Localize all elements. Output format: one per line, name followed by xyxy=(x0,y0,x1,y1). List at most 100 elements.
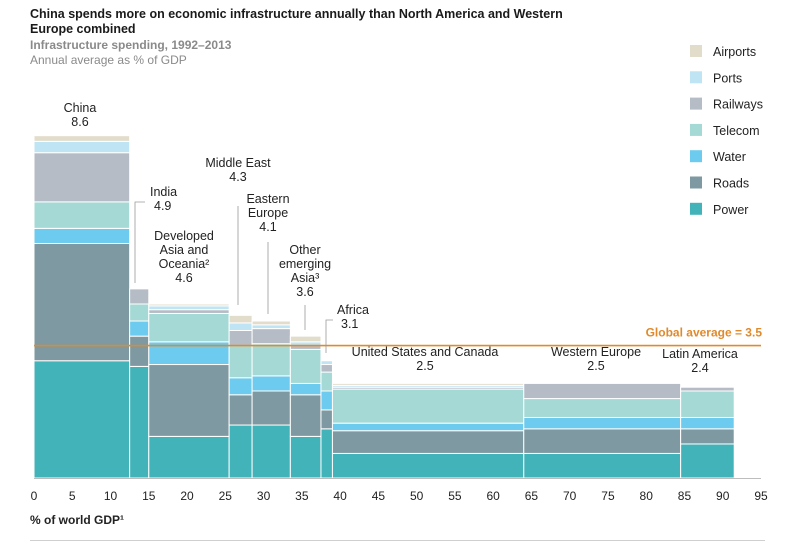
bars-layer xyxy=(33,135,735,479)
legend-swatch xyxy=(690,176,702,189)
x-tick-label: 5 xyxy=(69,489,76,503)
segment-telecom-china xyxy=(33,201,131,229)
segment-water-latin-america xyxy=(680,416,735,430)
segment-power-latin-america xyxy=(680,443,735,479)
segment-airports-eastern-europe xyxy=(251,320,291,326)
region-bar-western-europe xyxy=(523,382,682,479)
segment-railways-africa xyxy=(320,364,333,373)
label-leader-line xyxy=(134,201,145,283)
region-name-label: emerging xyxy=(279,257,331,271)
x-tick-label: 85 xyxy=(678,489,692,503)
legend-item-telecom: Telecom xyxy=(690,124,760,138)
segment-roads-other-emerging-asia xyxy=(289,394,322,437)
region-bar-india xyxy=(129,288,150,479)
segment-power-other-emerging-asia xyxy=(289,435,322,479)
region-bar-eastern-europe xyxy=(251,320,291,479)
region-total-label: 8.6 xyxy=(71,115,88,129)
x-tick-label: 50 xyxy=(410,489,424,503)
region-total-label: 4.3 xyxy=(229,170,246,184)
segment-railways-china xyxy=(33,152,131,203)
segment-airports-other-emerging-asia xyxy=(289,335,322,343)
x-tick-label: 55 xyxy=(448,489,462,503)
region-total-label: 4.6 xyxy=(175,271,192,285)
segment-ports-africa xyxy=(320,360,333,366)
segment-railways-india xyxy=(129,288,150,305)
x-tick-label: 65 xyxy=(525,489,539,503)
legend-swatch xyxy=(690,45,702,57)
region-total-label: 3.1 xyxy=(341,317,358,331)
segment-water-united-states-and-canada xyxy=(331,422,525,432)
segment-water-china xyxy=(33,227,131,244)
x-tick-label: 90 xyxy=(716,489,730,503)
region-bar-africa xyxy=(320,360,333,479)
x-tick-label: 35 xyxy=(295,489,309,503)
region-name-label: Asia³ xyxy=(291,271,319,285)
chart-title: China spends more on economic infrastruc… xyxy=(30,7,563,36)
segment-ports-middle-east xyxy=(228,322,253,331)
region-bar-middle-east xyxy=(228,314,253,479)
legend-label: Telecom xyxy=(713,124,760,138)
segment-railways-latin-america xyxy=(680,386,735,392)
x-tick-label: 95 xyxy=(754,489,768,503)
region-bar-united-states-and-canada xyxy=(331,382,525,479)
x-tick-label: 30 xyxy=(257,489,271,503)
region-name-label: Middle East xyxy=(205,156,271,170)
segment-airports-united-states-and-canada xyxy=(331,382,525,386)
x-tick-label: 70 xyxy=(563,489,577,503)
segment-power-china xyxy=(33,360,131,479)
legend: Airports Ports Railways Telecom Water Roads Po… xyxy=(690,45,763,217)
legend-swatch xyxy=(690,97,702,110)
segment-power-western-europe xyxy=(523,452,682,479)
segment-roads-eastern-europe xyxy=(251,390,291,426)
segment-telecom-eastern-europe xyxy=(251,343,291,377)
region-name-label: Western Europe xyxy=(551,345,641,359)
region-name-label: Europe xyxy=(248,206,288,220)
segment-airports-middle-east xyxy=(228,314,253,324)
segment-power-eastern-europe xyxy=(251,424,291,479)
segment-airports-developed-asia-and-oceania xyxy=(148,303,230,307)
legend-swatch xyxy=(690,71,702,84)
x-tick-label: 80 xyxy=(640,489,654,503)
segment-water-india xyxy=(129,320,150,337)
segment-railways-developed-asia-and-oceania xyxy=(148,309,230,314)
legend-item-ports: Ports xyxy=(690,71,742,85)
region-bar-china xyxy=(33,135,131,479)
region-name-label: Other xyxy=(289,243,320,257)
region-name-label: Asia and xyxy=(160,243,209,257)
region-name-label: United States and Canada xyxy=(352,345,499,359)
x-tick-label: 75 xyxy=(601,489,615,503)
legend-label: Ports xyxy=(713,71,742,85)
chart-unit-note: Annual average as % of GDP xyxy=(30,53,187,67)
legend-label: Water xyxy=(713,150,746,164)
segment-roads-western-europe xyxy=(523,428,682,454)
segment-power-middle-east xyxy=(228,424,253,479)
segment-telecom-united-states-and-canada xyxy=(331,388,525,424)
region-bar-latin-america xyxy=(680,386,735,479)
segment-railways-middle-east xyxy=(228,329,253,347)
segment-telecom-developed-asia-and-oceania xyxy=(148,312,230,343)
legend-swatch xyxy=(690,150,702,163)
segment-roads-africa xyxy=(320,409,333,430)
segment-telecom-other-emerging-asia xyxy=(289,348,322,384)
legend-swatch xyxy=(690,202,702,215)
x-tick-label: 15 xyxy=(142,489,156,503)
x-tick-label: 40 xyxy=(333,489,347,503)
label-leader-line xyxy=(325,319,333,353)
segment-telecom-africa xyxy=(320,371,333,392)
region-total-label: 2.4 xyxy=(691,361,708,375)
segment-roads-china xyxy=(33,242,131,362)
legend-item-water: Water xyxy=(690,150,746,164)
region-name-label: Oceania² xyxy=(159,257,210,271)
segment-ports-developed-asia-and-oceania xyxy=(148,305,230,311)
legend-label: Railways xyxy=(713,98,763,112)
segment-water-western-europe xyxy=(523,416,682,430)
segment-ports-eastern-europe xyxy=(251,324,291,330)
segment-railways-western-europe xyxy=(523,382,682,400)
region-name-label: China xyxy=(64,101,97,115)
segment-water-eastern-europe xyxy=(251,375,291,392)
segment-roads-latin-america xyxy=(680,428,735,445)
segment-water-middle-east xyxy=(228,377,253,396)
segment-railways-eastern-europe xyxy=(251,328,291,345)
